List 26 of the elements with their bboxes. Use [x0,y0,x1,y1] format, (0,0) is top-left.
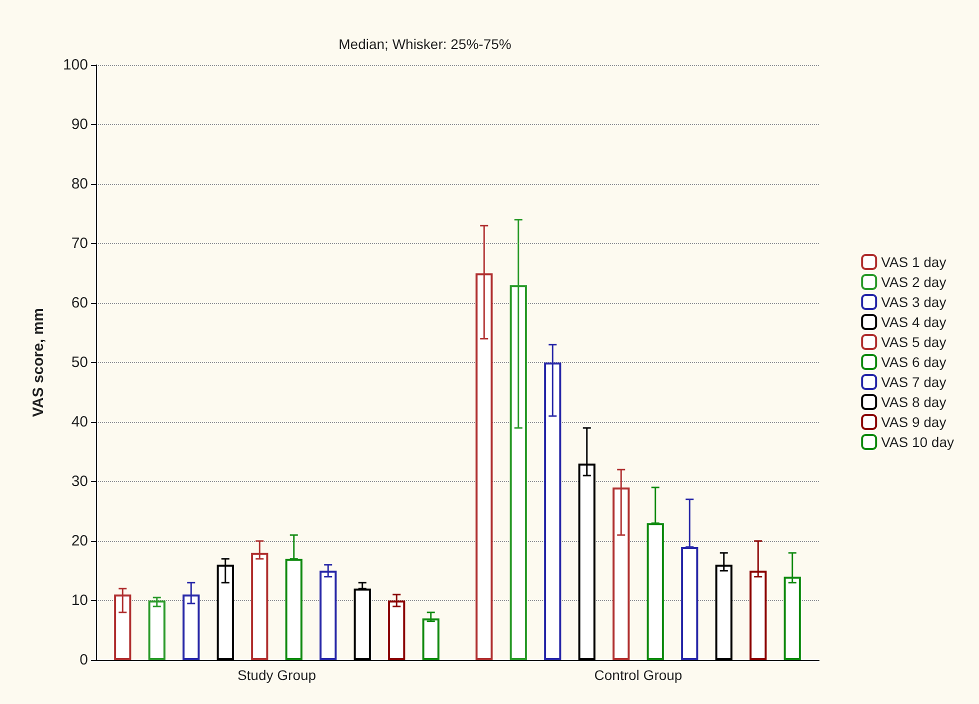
y-tick-label: 40 [71,414,88,430]
y-tick-label: 100 [62,56,88,74]
legend-label: VAS 1 day [881,254,946,270]
y-tick-label: 50 [71,354,88,371]
y-tick-label: 60 [71,294,88,312]
x-tick-label: Study Group [237,667,316,683]
chart-title: Median; Whisker: 25%-75% [338,36,512,52]
legend-label: VAS 3 day [881,294,946,310]
y-tick-label: 20 [71,532,88,550]
y-axis-title: VAS score, mm [30,308,47,417]
legend-label: VAS 2 day [881,274,946,290]
y-tick-label: 90 [71,116,88,133]
legend-label: VAS 10 day [881,434,954,450]
y-tick-label: 80 [71,176,88,192]
legend-label: VAS 8 day [881,394,946,410]
legend-label: VAS 7 day [881,374,946,390]
y-tick-label: 70 [71,235,88,252]
legend-label: VAS 9 day [881,414,946,430]
y-tick-label: 10 [71,592,88,609]
y-tick-label: 30 [71,473,88,490]
legend-label: VAS 5 day [881,334,946,350]
bar [148,600,166,660]
x-tick-label: Control Group [594,667,682,683]
y-tick-label: 0 [80,652,88,668]
legend-label: VAS 4 day [881,314,946,330]
legend-label: VAS 6 day [881,354,946,370]
